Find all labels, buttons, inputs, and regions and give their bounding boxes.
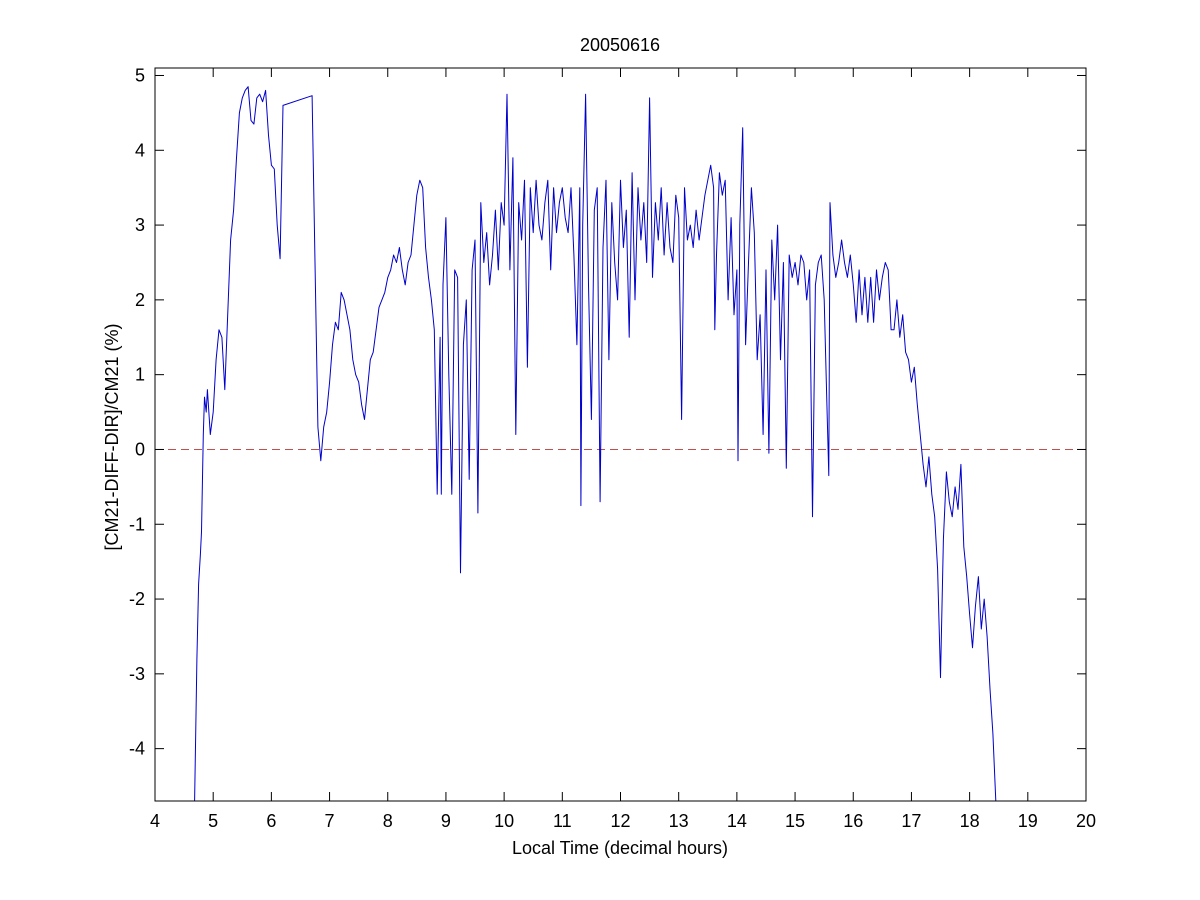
x-tick-label: 15 [785,811,805,831]
x-tick-label: 13 [669,811,689,831]
x-tick-label: 14 [727,811,747,831]
x-tick-label: 16 [843,811,863,831]
x-tick-label: 7 [325,811,335,831]
y-axis: -4 -3 -2 -1 0 1 2 3 4 5 [129,65,1086,759]
x-axis-title: Local Time (decimal hours) [512,838,728,858]
series-layer [194,86,997,802]
x-tick-label: 18 [960,811,980,831]
series-line-1 [194,86,997,802]
x-axis: 4 5 6 7 8 9 10 11 12 13 14 15 16 17 18 19 20 [150,68,1096,831]
x-tick-label: 19 [1018,811,1038,831]
y-tick-label: -1 [129,514,145,534]
x-tick-label: 17 [901,811,921,831]
x-tick-label: 9 [441,811,451,831]
y-tick-label: -3 [129,664,145,684]
chart-title: 20050616 [580,35,660,55]
y-tick-label: -4 [129,739,145,759]
x-tick-label: 20 [1076,811,1096,831]
x-tick-label: 8 [383,811,393,831]
x-tick-label: 10 [494,811,514,831]
x-tick-label: 11 [553,811,572,831]
plot-area [155,68,1086,801]
y-tick-label: 0 [135,439,145,459]
y-tick-label: 3 [135,215,145,235]
y-tick-label: 5 [135,65,145,85]
y-tick-label: 2 [135,290,145,310]
x-tick-label: 12 [610,811,630,831]
y-axis-title: [CM21-DIFF-DIR]/CM21 (%) [102,323,122,550]
x-tick-label: 5 [208,811,218,831]
x-tick-label: 4 [150,811,160,831]
y-tick-label: 1 [135,365,145,385]
y-tick-label: 4 [135,140,145,160]
y-tick-label: -2 [129,589,145,609]
x-tick-label: 6 [266,811,276,831]
